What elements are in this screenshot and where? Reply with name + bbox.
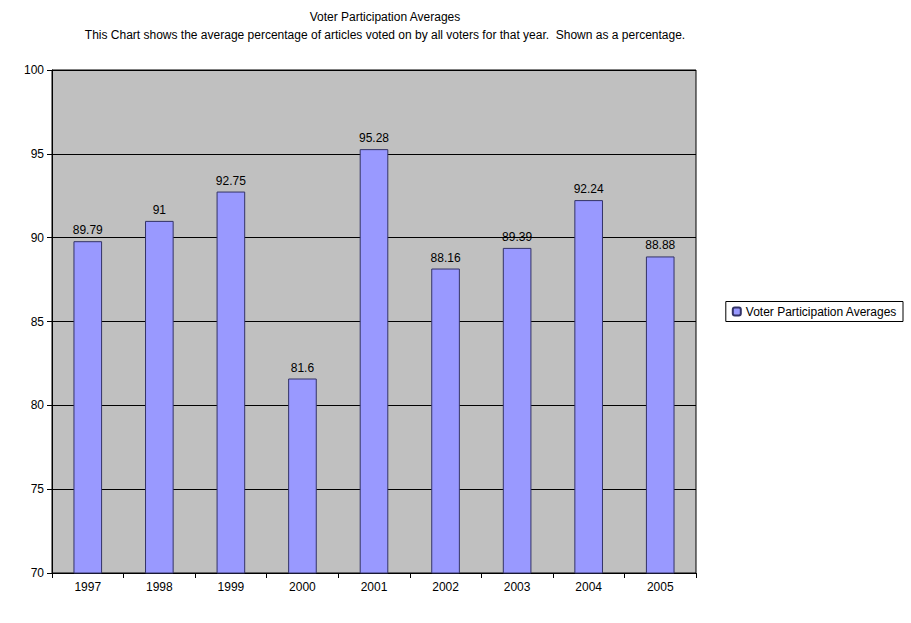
svg-text:2000: 2000 xyxy=(289,580,316,594)
svg-text:2003: 2003 xyxy=(504,580,531,594)
svg-text:95.28: 95.28 xyxy=(359,131,389,145)
svg-text:2005: 2005 xyxy=(647,580,674,594)
svg-text:2004: 2004 xyxy=(575,580,602,594)
svg-text:80: 80 xyxy=(31,398,45,412)
svg-text:Voter Participation Averages: Voter Participation Averages xyxy=(746,305,897,319)
svg-text:This Chart shows the average p: This Chart shows the average percentage … xyxy=(85,28,685,42)
svg-text:2002: 2002 xyxy=(432,580,459,594)
svg-text:1997: 1997 xyxy=(74,580,101,594)
svg-text:95: 95 xyxy=(31,147,45,161)
svg-text:92.24: 92.24 xyxy=(574,182,604,196)
svg-text:1999: 1999 xyxy=(218,580,245,594)
svg-text:90: 90 xyxy=(31,231,45,245)
svg-text:91: 91 xyxy=(153,203,167,217)
svg-text:85: 85 xyxy=(31,315,45,329)
svg-text:100: 100 xyxy=(24,63,44,77)
svg-text:Voter Participation Averages: Voter Participation Averages xyxy=(310,10,461,24)
svg-text:88.16: 88.16 xyxy=(431,251,461,265)
svg-text:89.39: 89.39 xyxy=(502,230,532,244)
svg-text:81.6: 81.6 xyxy=(291,361,315,375)
svg-text:89.79: 89.79 xyxy=(73,223,103,237)
svg-text:2001: 2001 xyxy=(361,580,388,594)
svg-text:1998: 1998 xyxy=(146,580,173,594)
svg-text:70: 70 xyxy=(31,566,45,580)
svg-text:88.88: 88.88 xyxy=(645,238,675,252)
svg-text:92.75: 92.75 xyxy=(216,174,246,188)
svg-text:75: 75 xyxy=(31,482,45,496)
